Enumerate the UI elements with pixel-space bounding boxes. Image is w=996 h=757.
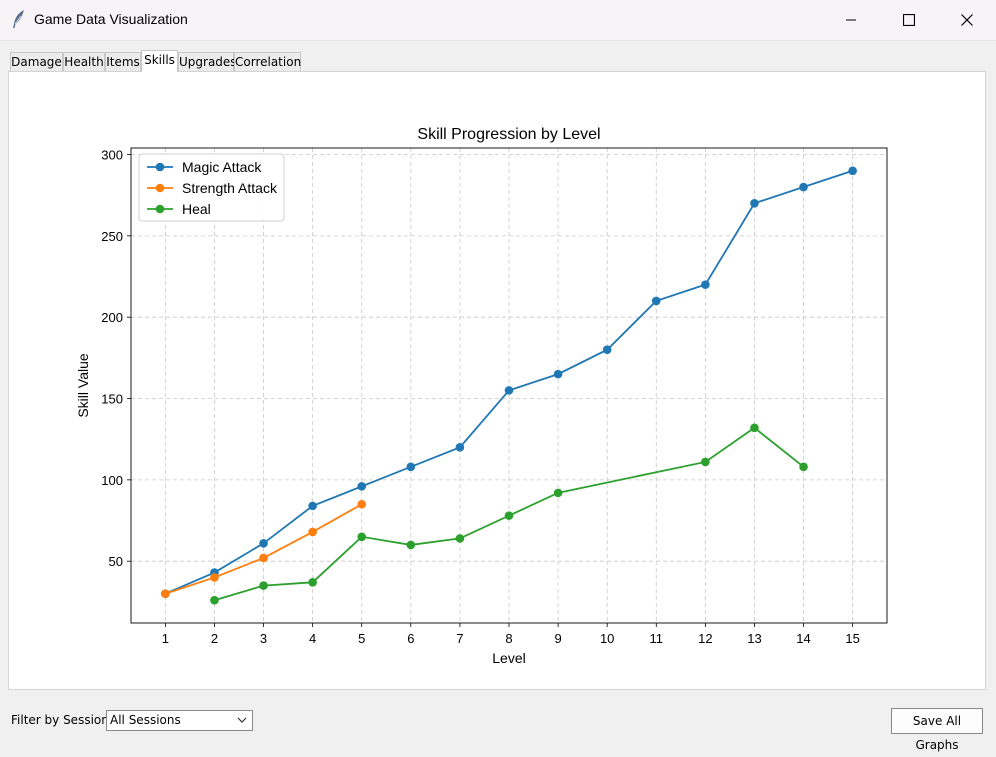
data-point [259, 581, 268, 590]
tab-skills[interactable]: Skills [141, 50, 178, 72]
chart-title: Skill Progression by Level [417, 126, 600, 143]
minimize-button[interactable] [822, 0, 880, 40]
data-point [357, 532, 367, 542]
x-tick-label: 10 [600, 631, 614, 646]
x-tick-label: 9 [554, 631, 561, 646]
y-tick-label: 100 [101, 473, 123, 488]
plot-frame [130, 147, 888, 624]
data-point [210, 595, 219, 605]
chevron-down-icon [237, 717, 247, 723]
maximize-button[interactable] [880, 0, 938, 40]
data-point [455, 534, 465, 543]
session-filter-value: All Sessions [110, 713, 181, 727]
window-title: Game Data Visualization [34, 11, 188, 27]
data-point [161, 589, 170, 599]
feather-icon [10, 9, 28, 29]
data-point [602, 345, 612, 355]
data-point [357, 482, 367, 491]
x-tick-label: 13 [747, 631, 761, 646]
data-point [750, 199, 759, 208]
y-tick-label: 50 [109, 554, 123, 569]
y-tick-label: 150 [101, 392, 123, 407]
data-point [308, 578, 317, 587]
x-tick-label: 6 [407, 631, 414, 646]
data-point [701, 280, 710, 289]
maximize-icon [903, 14, 915, 26]
legend-swatch-marker [155, 183, 165, 193]
save-all-graphs-button[interactable]: Save All Graphs [891, 708, 983, 752]
legend-label: Strength Attack [182, 180, 278, 196]
chart-panel: 1 2 3 4 5 6 7 8 9 10 11 12 13 14 15 50 100 150 200 250 300 Sk… [8, 71, 986, 690]
x-tick-label: 8 [505, 631, 512, 646]
legend-swatch-marker [155, 162, 165, 172]
filter-label: Filter by Session: [11, 713, 113, 727]
tab-items[interactable]: Items [105, 52, 141, 71]
data-point [406, 540, 416, 550]
x-axis-label: Level [492, 650, 525, 666]
legend-box [138, 153, 285, 222]
x-tick-label: 2 [211, 631, 218, 646]
tab-correlation[interactable]: Correlation [234, 52, 301, 71]
data-point [308, 501, 317, 511]
close-icon [961, 14, 973, 26]
data-point [848, 166, 857, 176]
data-point [259, 553, 268, 563]
data-point [308, 527, 317, 537]
y-tick-label: 300 [101, 148, 123, 163]
close-button[interactable] [938, 0, 996, 40]
x-tick-label: 15 [845, 631, 859, 646]
data-point [210, 573, 219, 582]
x-tick-label: 7 [456, 631, 463, 646]
x-tick-label: 14 [796, 631, 810, 646]
x-tick-label: 1 [162, 631, 169, 646]
session-filter-dropdown[interactable]: All Sessions [106, 710, 253, 731]
x-tick-label: 12 [698, 631, 712, 646]
data-point [357, 499, 367, 509]
x-tick-label: 5 [358, 631, 365, 646]
data-point [406, 462, 416, 472]
data-point [259, 538, 268, 548]
data-point [799, 462, 808, 472]
legend-label: Magic Attack [182, 159, 262, 175]
minimize-icon [846, 19, 856, 21]
data-point [750, 423, 759, 433]
title-bar: Game Data Visualization [0, 0, 996, 41]
data-point [504, 511, 514, 520]
x-tick-label: 4 [309, 631, 316, 646]
data-point [553, 488, 563, 498]
y-tick-label: 250 [101, 229, 123, 244]
y-axis-label: Skill Value [75, 353, 91, 418]
x-tick-label: 3 [260, 631, 267, 646]
data-point [799, 182, 808, 192]
data-point [553, 369, 563, 379]
data-point [504, 386, 514, 395]
tab-damage[interactable]: Damage [10, 52, 63, 71]
y-tick-label: 200 [101, 310, 123, 325]
data-point [701, 457, 710, 467]
skill-progression-chart: 1 2 3 4 5 6 7 8 9 10 11 12 13 14 1550100150200250300Sk… [75, 126, 888, 666]
x-tick-label: 11 [650, 631, 664, 646]
legend-swatch-marker [155, 204, 165, 214]
tab-upgrades[interactable]: Upgrades [178, 52, 237, 71]
legend-label: Heal [182, 201, 211, 217]
data-point [651, 296, 661, 306]
data-point [455, 443, 465, 452]
tab-health[interactable]: Health [63, 52, 105, 71]
